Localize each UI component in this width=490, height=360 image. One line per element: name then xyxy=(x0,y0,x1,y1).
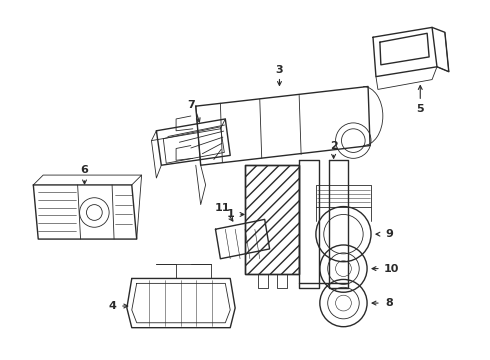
Text: 10: 10 xyxy=(384,264,399,274)
Text: 7: 7 xyxy=(187,100,195,110)
Text: 9: 9 xyxy=(386,229,393,239)
Text: 6: 6 xyxy=(80,165,89,175)
Text: 4: 4 xyxy=(108,301,116,311)
Text: 2: 2 xyxy=(330,140,338,150)
Text: 11: 11 xyxy=(215,203,230,212)
Text: 3: 3 xyxy=(276,65,283,75)
Bar xyxy=(245,165,299,274)
Text: 1: 1 xyxy=(226,210,234,220)
Text: 8: 8 xyxy=(386,298,393,308)
Text: 5: 5 xyxy=(416,104,424,114)
